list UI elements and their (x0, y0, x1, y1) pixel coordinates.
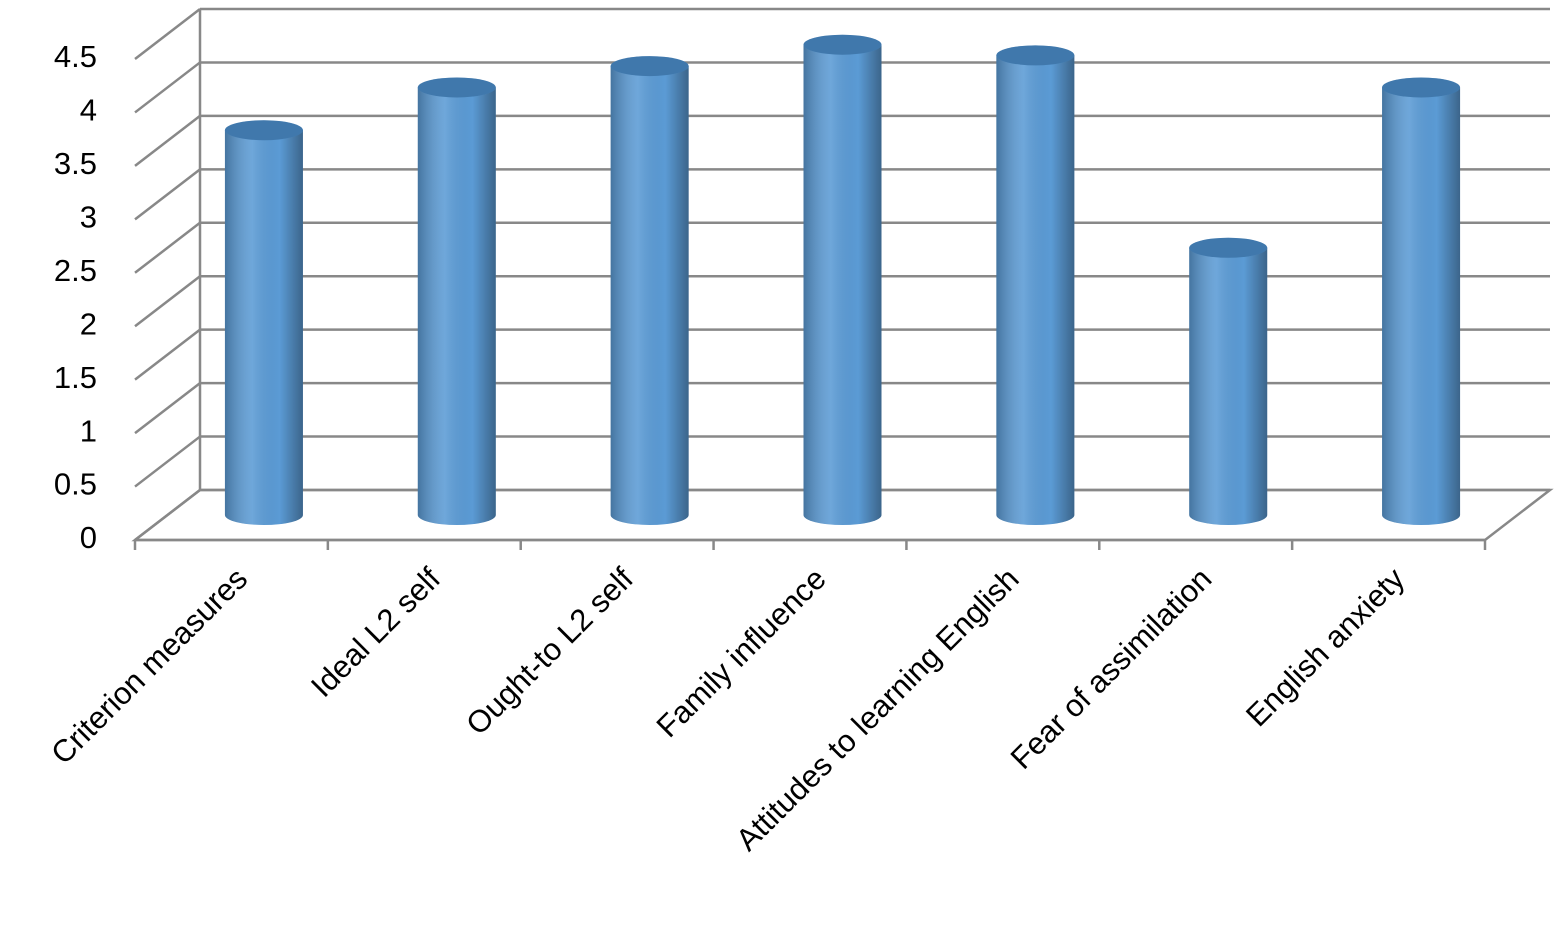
grid-line-side (134, 168, 201, 221)
grid-line-side (134, 221, 201, 274)
bar (1189, 237, 1268, 525)
x-tick-label: Family influence (650, 561, 833, 744)
y-tick-label: 3 (80, 200, 97, 235)
x-tick-label: Ideal L2 self (304, 561, 447, 704)
bar-top (803, 34, 882, 55)
bar-shade (803, 44, 882, 525)
bar-shade (996, 55, 1075, 525)
x-tick-label: Fear of assimilation (1004, 561, 1219, 776)
bar-top-shade (417, 77, 496, 98)
bar-shade (224, 130, 303, 525)
grid-line-side (134, 8, 201, 60)
bar-top (1189, 237, 1268, 258)
x-tick-label: English anxiety (1239, 561, 1412, 734)
x-tick-label: Criterion measures (44, 561, 254, 771)
x-tick-label: Ought-to L2 self (459, 561, 640, 742)
grid-line-side (134, 328, 201, 381)
bar-top-shade (803, 34, 882, 55)
bar (224, 120, 303, 525)
bar-top (1382, 77, 1461, 98)
bar-top-shade (224, 120, 303, 141)
bar (610, 56, 689, 526)
y-tick-label: 0 (80, 520, 97, 555)
bar-top (996, 45, 1075, 66)
bar-shade (1189, 247, 1268, 525)
bar-top-shade (610, 56, 689, 77)
grid-line-side (134, 489, 201, 541)
y-tick-label: 1.5 (54, 360, 97, 395)
bar-top-shade (1189, 237, 1268, 258)
bar (417, 77, 496, 525)
y-tick-label: 2 (80, 306, 97, 341)
grid-line-side (134, 61, 201, 114)
bar-top-shade (1382, 77, 1461, 98)
grid-line-side (134, 435, 201, 488)
bar (996, 45, 1075, 525)
bar (803, 34, 882, 525)
y-tick-label: 3.5 (54, 146, 97, 181)
bar-shade (1382, 87, 1461, 525)
grid-line-side (134, 275, 201, 328)
bar-shade (610, 66, 689, 526)
y-tick-label: 2.5 (54, 253, 97, 288)
bar (1382, 77, 1461, 525)
y-tick-label: 4 (80, 93, 97, 128)
y-tick-label: 1 (80, 413, 97, 448)
bar-top (417, 77, 496, 98)
bar-top (610, 56, 689, 77)
y-tick-label: 4.5 (54, 39, 97, 74)
bar-top (224, 120, 303, 141)
bar-top-shade (996, 45, 1075, 66)
grid-line-side (134, 382, 201, 435)
bar-shade (417, 87, 496, 525)
y-tick-label: 0.5 (54, 467, 97, 502)
grid-line-side (134, 114, 201, 167)
